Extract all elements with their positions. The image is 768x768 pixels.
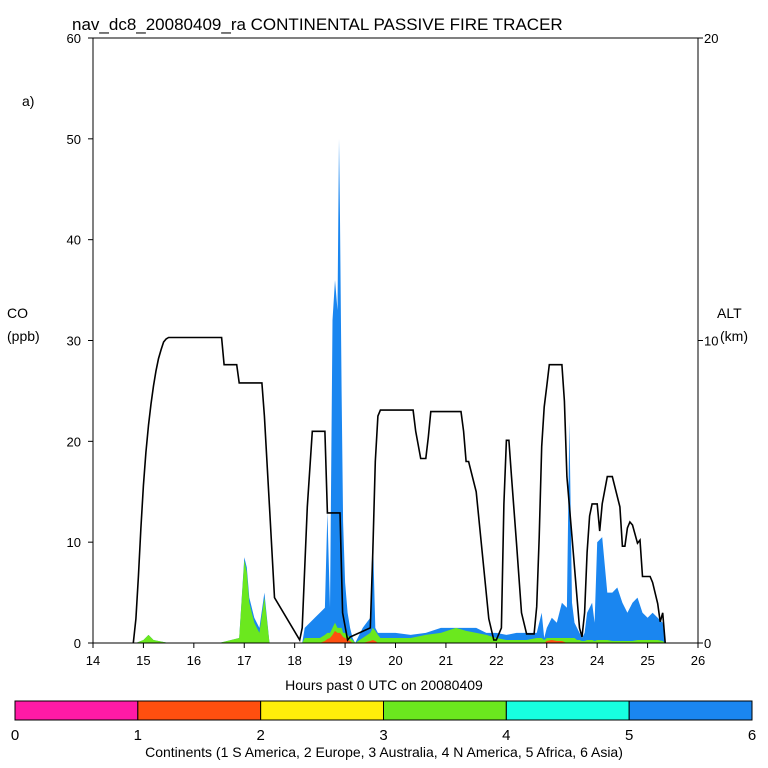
y-tick-label: 0 — [74, 636, 81, 651]
x-tick-label: 20 — [388, 653, 402, 668]
plot-frame — [92, 37, 699, 644]
colorbar-label: Continents (1 S America, 2 Europe, 3 Aus… — [145, 744, 623, 760]
x-tick-label: 19 — [338, 653, 352, 668]
colorbar-tick-label: 4 — [502, 727, 510, 744]
y2-axis-label-unit: (km) — [720, 328, 748, 344]
x-tick-label: 21 — [439, 653, 453, 668]
chart-title: nav_dc8_20080409_ra CONTINENTAL PASSIVE … — [72, 15, 563, 34]
colorbar-segment — [383, 700, 507, 721]
colorbar-segment — [137, 700, 262, 721]
series-layer — [132, 138, 666, 644]
colorbar-segment — [505, 700, 630, 721]
y-axis-left: 0 10 20 30 40 50 60 — [67, 31, 93, 651]
colorbar-tick-label: 3 — [379, 727, 387, 744]
x-tick-label: 15 — [136, 653, 150, 668]
y2-tick-label: 20 — [704, 31, 718, 46]
x-tick-label: 26 — [691, 653, 705, 668]
y-axis-label-co: CO — [7, 305, 28, 321]
y-tick-label: 20 — [67, 434, 81, 449]
x-tick-label: 17 — [237, 653, 251, 668]
colorbar-tick-label: 6 — [748, 727, 756, 744]
x-axis-label: Hours past 0 UTC on 20080409 — [285, 677, 483, 693]
colorbar: 0 1 2 3 4 5 6 — [11, 700, 756, 744]
colorbar-tick-label: 1 — [134, 727, 142, 744]
x-tick-label: 24 — [590, 653, 604, 668]
y-tick-label: 60 — [67, 31, 81, 46]
y2-tick-label: 0 — [704, 636, 711, 651]
colorbar-segment — [628, 700, 753, 721]
colorbar-tick-label: 5 — [625, 727, 633, 744]
y-tick-label: 30 — [67, 334, 81, 349]
series-area-n-america — [135, 560, 666, 643]
y2-axis-label-alt: ALT — [717, 305, 742, 321]
colorbar-tick-label: 0 — [11, 727, 19, 744]
colorbar-tick-label: 2 — [256, 727, 264, 744]
x-tick-label: 22 — [489, 653, 503, 668]
y-tick-label: 50 — [67, 132, 81, 147]
plot-area: 14 15 16 17 18 19 20 21 22 23 24 25 26 0 10 20 30 40 50 60… — [67, 31, 719, 668]
y-tick-label: 10 — [67, 535, 81, 550]
y-axis-right: 0 10 20 — [698, 31, 718, 651]
x-tick-label: 18 — [287, 653, 301, 668]
x-tick-label: 23 — [540, 653, 554, 668]
series-line-altitude — [132, 336, 666, 644]
x-tick-label: 16 — [187, 653, 201, 668]
y2-tick-label: 10 — [704, 334, 718, 349]
panel-label: a) — [22, 93, 34, 109]
colorbar-segment — [14, 700, 139, 721]
y-axis-label-unit: (ppb) — [7, 328, 40, 344]
x-axis: 14 15 16 17 18 19 20 21 22 23 24 25 26 — [86, 643, 705, 668]
y-tick-label: 40 — [67, 233, 81, 248]
x-tick-label: 14 — [86, 653, 100, 668]
colorbar-segment — [260, 700, 384, 721]
x-tick-label: 25 — [640, 653, 654, 668]
